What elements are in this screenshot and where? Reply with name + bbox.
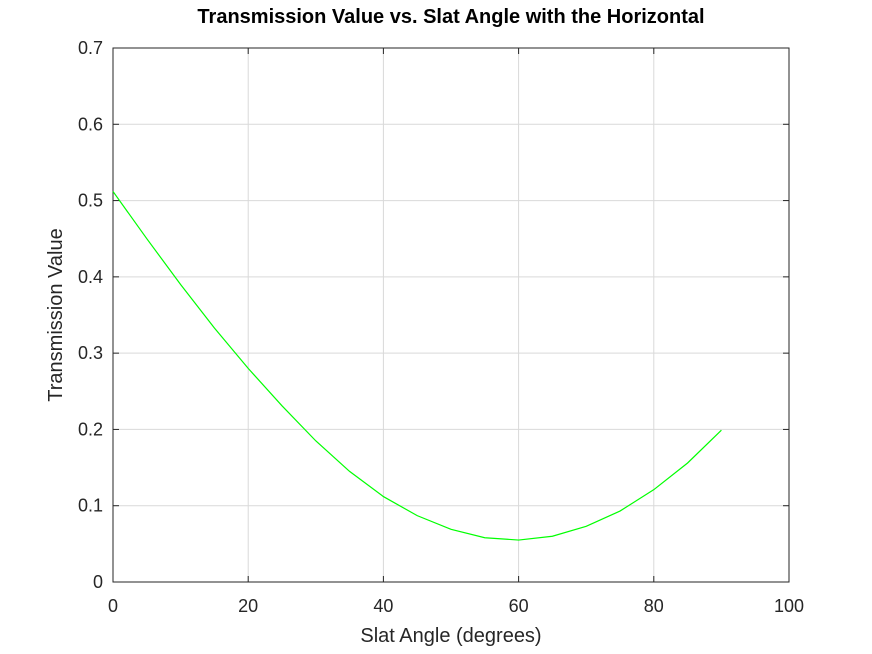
- x-tick-label: 80: [644, 596, 664, 616]
- x-tick-label: 0: [108, 596, 118, 616]
- series-layer: [112, 191, 722, 541]
- y-tick-label: 0.7: [78, 38, 103, 58]
- y-axis-label: Transmission Value: [45, 228, 67, 401]
- y-tick-label: 0.4: [78, 267, 103, 287]
- x-tick-label: 40: [373, 596, 393, 616]
- y-tick-label: 0.6: [78, 114, 103, 134]
- y-tick-label: 0.1: [78, 496, 103, 516]
- y-tick-label: 0.3: [78, 343, 103, 363]
- x-tick-label: 60: [509, 596, 529, 616]
- plot-frame: [112, 47, 790, 583]
- series-line: [112, 191, 722, 541]
- ticks: 0 20 40 60 80 100 0 0.1 0.2 0.3 0.4 0.5 0.6 0.7: [78, 38, 804, 616]
- x-axis-label: Slat Angle (degrees): [360, 625, 541, 647]
- y-tick-label: 0.2: [78, 419, 103, 439]
- y-tick-label: 0.5: [78, 191, 103, 211]
- x-tick-label: 20: [238, 596, 258, 616]
- y-tick-label: 0: [93, 572, 103, 592]
- grid: [112, 47, 790, 583]
- x-tick-label: 100: [774, 596, 804, 616]
- chart-title: Transmission Value vs. Slat Angle with t…: [197, 6, 704, 28]
